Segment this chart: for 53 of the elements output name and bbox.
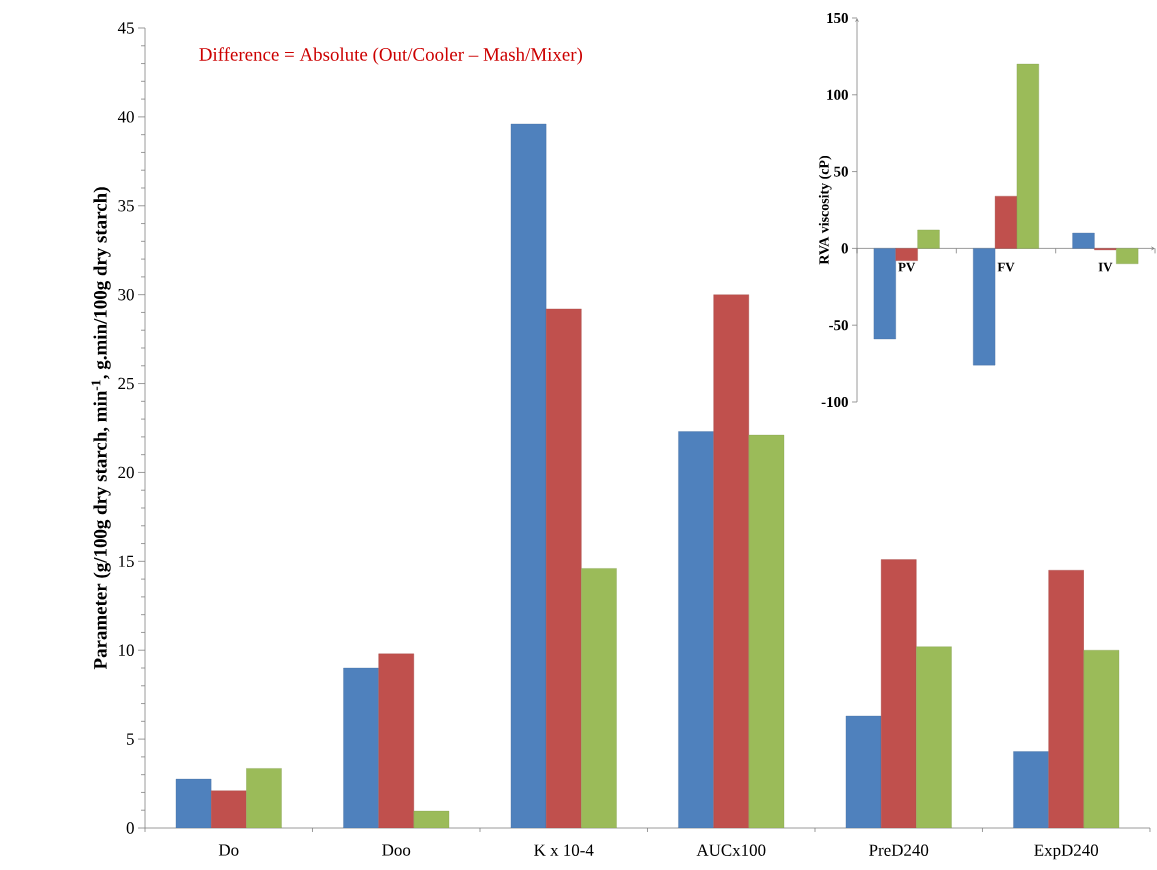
bar [1072,232,1095,249]
bar [211,790,247,828]
x-tick-label: PV [898,262,916,272]
bar [1083,650,1120,828]
y-tick-label: 100 [827,89,848,100]
bar [994,196,1018,249]
bar [973,248,996,366]
bar [343,667,379,828]
bar [1116,248,1139,264]
y-tick-label: 0 [841,243,848,254]
bar [378,653,414,828]
bar [581,568,617,828]
y-tick-label: 150 [827,12,848,24]
y-tick-label: 40 [117,111,134,123]
y-tick-label: 45 [117,22,134,34]
bar [1048,570,1084,828]
x-tick-label: IV [1098,262,1113,272]
bar [1016,63,1039,249]
bar [895,248,918,261]
bar [845,715,882,828]
bar [1013,751,1049,828]
bar [880,559,917,828]
y-tick-label: 25 [118,377,134,390]
y-axis-title: RVA viscosity (cP) [818,155,832,265]
bar [748,434,785,828]
bar [175,778,212,828]
bar [246,768,282,828]
y-tick-label: 35 [118,200,134,212]
y-axis-title: Parameter (g/100g dry starch, min$^{-1}$, g.min/100g dry starch) [91,187,111,670]
y-tick-label: 50 [834,166,848,177]
y-tick-label: 10 [119,644,134,656]
x-tick-label: Doo [382,844,411,856]
y-tick-label: -50 [829,320,848,331]
x-tick-label: FV [997,262,1015,272]
annotation: Difference = Absolute (Out/Cooler – Mash/Mixer) [199,47,583,65]
y-tick-label: 0 [126,822,134,834]
x-tick-label: ExpD240 [1034,844,1099,860]
bar [713,294,749,828]
y-tick-label: 20 [118,466,134,479]
y-tick-label: 5 [127,733,134,745]
x-tick-label: AUCx100 [696,844,766,856]
y-tick-label: -100 [821,396,848,408]
bar [546,308,582,828]
bar [510,123,547,828]
bar [917,229,940,249]
bar [873,248,896,340]
x-tick-label: Do [218,844,239,856]
x-tick-label: PreD240 [869,844,929,856]
y-tick-label: 15 [119,555,134,568]
x-tick-label: K x 10-4 [534,844,594,856]
y-tick-label: 30 [118,288,134,301]
bar [678,431,714,828]
bar [916,646,952,828]
